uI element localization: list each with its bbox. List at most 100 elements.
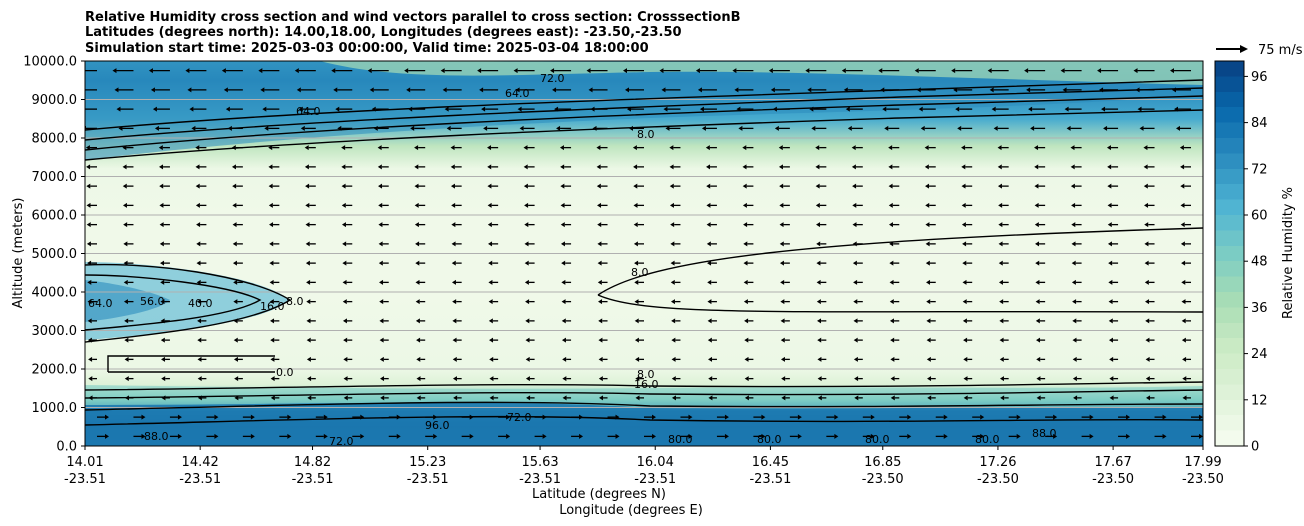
wind-vector-head <box>888 145 893 151</box>
contour-line <box>85 263 292 343</box>
wind-vector-head <box>469 414 474 420</box>
wind-vector-head <box>379 318 384 324</box>
x-tick-label-lat: 16.45 <box>752 455 789 470</box>
x-tick-label-lat: 17.99 <box>1184 455 1221 470</box>
wind-vector-head <box>408 106 413 112</box>
contour-line <box>85 95 1203 151</box>
wind-vector-head <box>479 87 484 93</box>
wind-vector-head <box>688 433 693 439</box>
contour-label: 8.0 <box>631 266 649 279</box>
wind-vector-head <box>1107 183 1112 189</box>
wind-vector-head <box>738 125 743 131</box>
wind-vector-head <box>160 279 165 285</box>
wind-vector-head <box>1071 202 1076 208</box>
wind-vector-head <box>525 318 530 324</box>
wind-vector-head <box>889 299 894 305</box>
wind-vector-head <box>377 145 382 151</box>
wind-vector-head <box>916 87 921 93</box>
wind-vector-head <box>519 125 524 131</box>
wind-vector-head <box>415 318 420 324</box>
wind-vector-head <box>652 433 656 439</box>
wind-vector-head <box>925 241 930 247</box>
wind-vector-head <box>197 395 202 401</box>
wind-vector-head <box>1108 318 1113 324</box>
wind-vector-head <box>815 183 820 189</box>
wind-vector-head <box>214 414 219 420</box>
wind-vector-head <box>86 241 91 247</box>
wind-vector-head <box>1089 433 1094 439</box>
wind-vector-head <box>588 87 593 93</box>
x-tick-label-lat: 14.82 <box>294 455 331 470</box>
wind-vector-head <box>997 164 1002 170</box>
contour-label: 72.0 <box>329 435 354 448</box>
wind-vector-head <box>688 414 693 420</box>
wind-vector-head <box>1028 106 1033 112</box>
wind-vector-head <box>560 164 565 170</box>
wind-vector-head <box>1107 222 1112 228</box>
wind-vector-head <box>294 68 299 74</box>
wind-vector-head <box>632 145 637 151</box>
wind-vector-head <box>907 414 912 420</box>
wind-vector-head <box>86 183 91 189</box>
wind-vector-head <box>1180 202 1185 208</box>
wind-vector-head <box>177 433 182 439</box>
wind-vector-head <box>597 241 602 247</box>
wind-vector-head <box>306 318 311 324</box>
wind-vector-head <box>1107 241 1112 247</box>
colorbar-tick-label: 12 <box>1251 393 1268 408</box>
wind-vector-head <box>724 414 729 420</box>
wind-vector-head <box>433 433 438 439</box>
wind-vector-head <box>853 356 858 362</box>
wind-vector-head <box>196 279 201 285</box>
wind-vector-head <box>841 68 846 74</box>
wind-vector-head <box>488 318 493 324</box>
wind-vector-head <box>961 202 966 208</box>
wind-vector-head <box>515 87 520 93</box>
wind-vector-head <box>112 68 117 74</box>
wind-vector-head <box>410 125 415 131</box>
contour-line <box>85 389 1203 399</box>
wind-vector-head <box>88 356 93 362</box>
wind-vector-head <box>997 145 1002 151</box>
wind-vector-head <box>232 202 237 208</box>
wind-vector-head <box>415 299 420 305</box>
wind-vector-head <box>843 87 848 93</box>
wind-vector-head <box>414 183 419 189</box>
wind-vector-head <box>890 337 895 343</box>
wind-vector-head <box>1144 202 1149 208</box>
wind-vector-head <box>707 299 712 305</box>
wind-vector-head <box>817 356 822 362</box>
wind-vector-head <box>123 279 128 285</box>
wind-vector-head <box>889 318 894 324</box>
wind-vector-head <box>697 87 702 93</box>
wind-vector-head <box>1145 356 1150 362</box>
wind-vector-head <box>306 279 311 285</box>
wind-vector-head <box>1143 164 1148 170</box>
wind-vector-head <box>561 299 566 305</box>
x-tick-label-lon: -23.50 <box>1182 472 1224 487</box>
wind-vector-head <box>635 395 640 401</box>
wind-vector-head <box>260 87 265 93</box>
wind-vector-head <box>1181 318 1186 324</box>
x-tick-label-lon: -23.51 <box>179 472 221 487</box>
wind-vector-head <box>817 318 822 324</box>
wind-vector-head <box>86 222 91 228</box>
contour-lines <box>85 79 1203 426</box>
wind-vector-head <box>797 414 802 420</box>
wind-vector-head <box>141 414 146 420</box>
wind-vector-head <box>706 183 711 189</box>
wind-vector-head <box>159 241 164 247</box>
wind-vector-head <box>669 145 674 151</box>
wind-vector-head <box>671 395 676 401</box>
contour-label: 8.0 <box>286 295 304 308</box>
wind-vector-head <box>924 164 929 170</box>
wind-vector-head <box>262 106 267 112</box>
contour-label: 8.0 <box>637 368 655 381</box>
contour-label: 80.0 <box>668 433 693 446</box>
contour-label: 72.0 <box>507 411 532 424</box>
wind-vector-head <box>597 260 602 266</box>
wind-vector-head <box>1182 376 1187 382</box>
wind-vector-head <box>671 337 676 343</box>
wind-vector-head <box>1034 222 1039 228</box>
wind-vector-head <box>562 395 567 401</box>
